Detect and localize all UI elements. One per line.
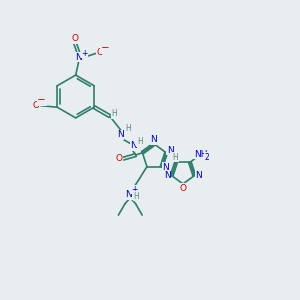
Text: O: O [179, 184, 187, 193]
Text: N: N [164, 171, 171, 180]
Text: NH: NH [194, 150, 207, 159]
Text: N: N [150, 135, 157, 144]
Text: H: H [112, 109, 117, 118]
Text: O: O [97, 48, 104, 57]
Text: 2: 2 [205, 153, 209, 162]
Text: −: − [37, 95, 46, 105]
Text: N: N [125, 190, 132, 200]
Text: N: N [75, 53, 82, 62]
Text: H: H [134, 192, 139, 201]
Text: N: N [117, 130, 124, 139]
Text: H: H [137, 137, 142, 146]
Text: O: O [71, 34, 78, 43]
Text: N: N [130, 141, 137, 150]
Text: +: + [131, 185, 138, 194]
Text: +: + [81, 49, 88, 58]
Text: O: O [32, 100, 39, 109]
Text: O: O [116, 154, 122, 163]
Text: −: − [100, 43, 109, 53]
Text: H: H [172, 152, 178, 161]
Text: N: N [162, 163, 169, 172]
Text: H: H [125, 124, 131, 134]
Text: N: N [167, 146, 174, 155]
Text: N: N [195, 171, 202, 180]
